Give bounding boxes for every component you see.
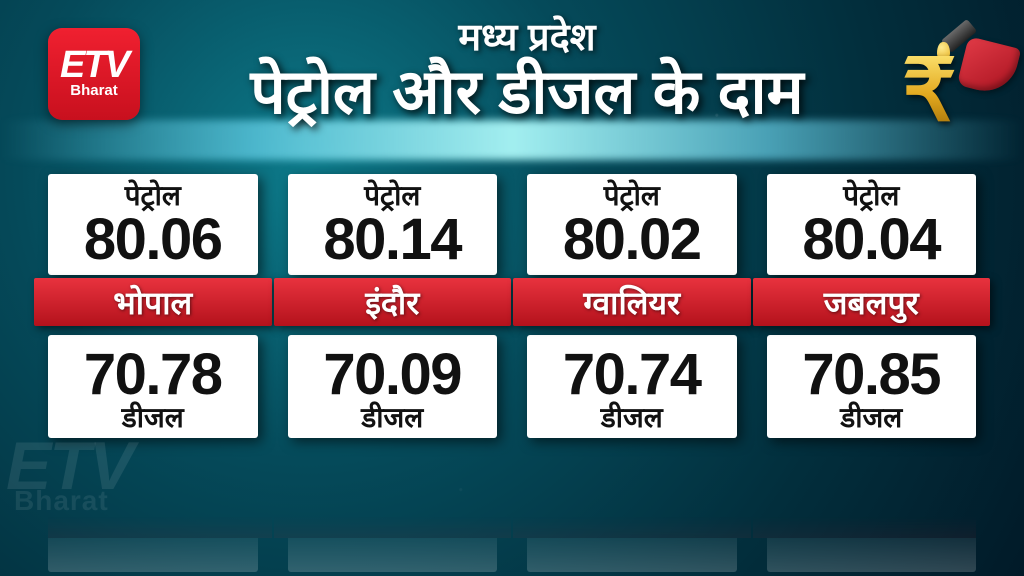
city-name: ग्वालियर xyxy=(583,281,680,324)
channel-logo: ETV Bharat xyxy=(48,28,140,120)
watermark: ETVBharat xyxy=(6,439,132,512)
city-name: इंदौर xyxy=(365,281,419,324)
petrol-price: 80.02 xyxy=(531,211,733,269)
city-band: जबलपुर xyxy=(753,278,991,326)
logo-mark: ETV xyxy=(60,49,128,81)
rupee-icon: ₹ xyxy=(902,48,957,134)
price-card: पेट्रोल 80.02 ग्वालियर 70.74 डीजल xyxy=(527,174,737,438)
petrol-panel: पेट्रोल 80.02 xyxy=(527,174,737,275)
diesel-price: 70.78 xyxy=(52,346,254,404)
cards-reflection xyxy=(48,502,976,572)
diesel-panel: 70.78 डीजल xyxy=(48,335,258,438)
diesel-panel: 70.74 डीजल xyxy=(527,335,737,438)
price-card: पेट्रोल 80.06 भोपाल 70.78 डीजल xyxy=(48,174,258,438)
diesel-label: डीजल xyxy=(531,404,733,432)
diesel-price: 70.85 xyxy=(771,346,973,404)
city-name: भोपाल xyxy=(113,281,192,324)
city-band: ग्वालियर xyxy=(513,278,751,326)
city-name: जबलपुर xyxy=(824,281,919,324)
petrol-price: 80.06 xyxy=(52,211,254,269)
header: मध्य प्रदेश पेट्रोल और डीजल के दाम xyxy=(160,18,894,125)
petrol-price: 80.04 xyxy=(771,211,973,269)
main-title: पेट्रोल और डीजल के दाम xyxy=(160,60,894,125)
petrol-panel: पेट्रोल 80.14 xyxy=(288,174,498,275)
price-card: पेट्रोल 80.14 इंदौर 70.09 डीजल xyxy=(288,174,498,438)
price-cards-row: पेट्रोल 80.06 भोपाल 70.78 डीजल पेट्रोल 8… xyxy=(48,174,976,438)
city-band: इंदौर xyxy=(274,278,512,326)
state-subtitle: मध्य प्रदेश xyxy=(160,18,894,60)
petrol-label: पेट्रोल xyxy=(771,182,973,210)
petrol-label: पेट्रोल xyxy=(531,182,733,210)
diesel-panel: 70.09 डीजल xyxy=(288,335,498,438)
petrol-panel: पेट्रोल 80.04 xyxy=(767,174,977,275)
diesel-label: डीजल xyxy=(52,404,254,432)
diesel-label: डीजल xyxy=(292,404,494,432)
logo-text: Bharat xyxy=(70,82,118,99)
petrol-label: पेट्रोल xyxy=(292,182,494,210)
petrol-panel: पेट्रोल 80.06 xyxy=(48,174,258,275)
fuel-pump-graphic: ₹ xyxy=(890,10,1010,150)
diesel-panel: 70.85 डीजल xyxy=(767,335,977,438)
petrol-price: 80.14 xyxy=(292,211,494,269)
price-card: पेट्रोल 80.04 जबलपुर 70.85 डीजल xyxy=(767,174,977,438)
diesel-price: 70.09 xyxy=(292,346,494,404)
city-band: भोपाल xyxy=(34,278,272,326)
petrol-label: पेट्रोल xyxy=(52,182,254,210)
diesel-price: 70.74 xyxy=(531,346,733,404)
diesel-label: डीजल xyxy=(771,404,973,432)
